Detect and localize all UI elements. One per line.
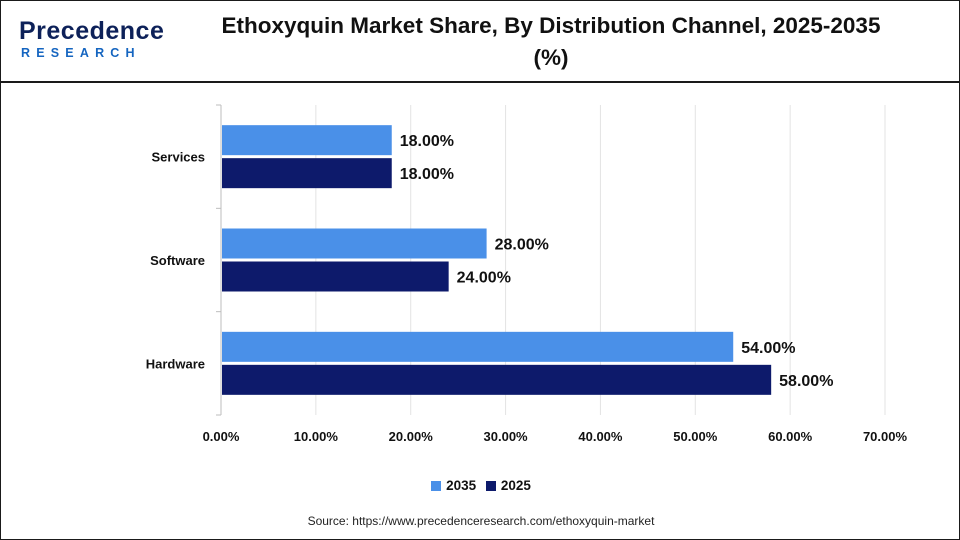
x-tick-label: 30.00% xyxy=(484,429,529,444)
bar-2035-hardware xyxy=(222,331,734,362)
legend-swatch-2025 xyxy=(485,480,496,491)
category-label-software: Software xyxy=(150,253,205,268)
bar-2025-services xyxy=(222,158,392,189)
category-label-services: Services xyxy=(152,150,206,165)
x-tick-label: 60.00% xyxy=(768,429,813,444)
x-tick-label: 70.00% xyxy=(863,429,908,444)
bar-2025-software xyxy=(222,261,449,292)
bar-chart: 18.00% 18.00% Services 28.00% 24.00% Software… xyxy=(146,104,908,444)
logo-subtext: RESEARCH xyxy=(21,46,141,60)
x-tick-label: 10.00% xyxy=(294,429,339,444)
x-tick-label: 0.00% xyxy=(203,429,240,444)
category-label-hardware: Hardware xyxy=(146,356,205,371)
header-bar: Precedence RESEARCH Ethoxyquin Market Sh… xyxy=(1,1,959,83)
legend-label-2035: 2035 xyxy=(446,478,477,493)
data-label-2035-hardware: 54.00% xyxy=(741,340,795,357)
x-tick-label: 20.00% xyxy=(389,429,434,444)
legend-item-2025: 2025 xyxy=(485,478,531,493)
bar-2035-software xyxy=(222,228,487,259)
data-label-2025-software: 24.00% xyxy=(457,270,511,287)
logo-wordmark: Precedence xyxy=(19,17,165,45)
x-tick-label: 40.00% xyxy=(578,429,623,444)
data-label-2025-hardware: 58.00% xyxy=(779,373,833,390)
legend-item-2035: 2035 xyxy=(431,478,476,493)
bar-2035-services xyxy=(222,125,392,156)
source-note: Source: https://www.precedenceresearch.c… xyxy=(307,514,655,528)
x-tick-label: 50.00% xyxy=(673,429,718,444)
chart-title: Ethoxyquin Market Share, By Distribution… xyxy=(221,13,881,70)
precedence-research-logo: Precedence RESEARCH xyxy=(19,17,164,65)
legend-label-2025: 2025 xyxy=(500,478,531,493)
bar-2025-hardware xyxy=(222,364,772,395)
data-label-2025-services: 18.00% xyxy=(400,166,454,183)
legend-swatch-2035 xyxy=(431,480,442,491)
chart-legend: 2035 2025 xyxy=(1,478,960,494)
data-label-2035-services: 18.00% xyxy=(400,133,454,150)
data-label-2035-software: 28.00% xyxy=(495,237,549,254)
